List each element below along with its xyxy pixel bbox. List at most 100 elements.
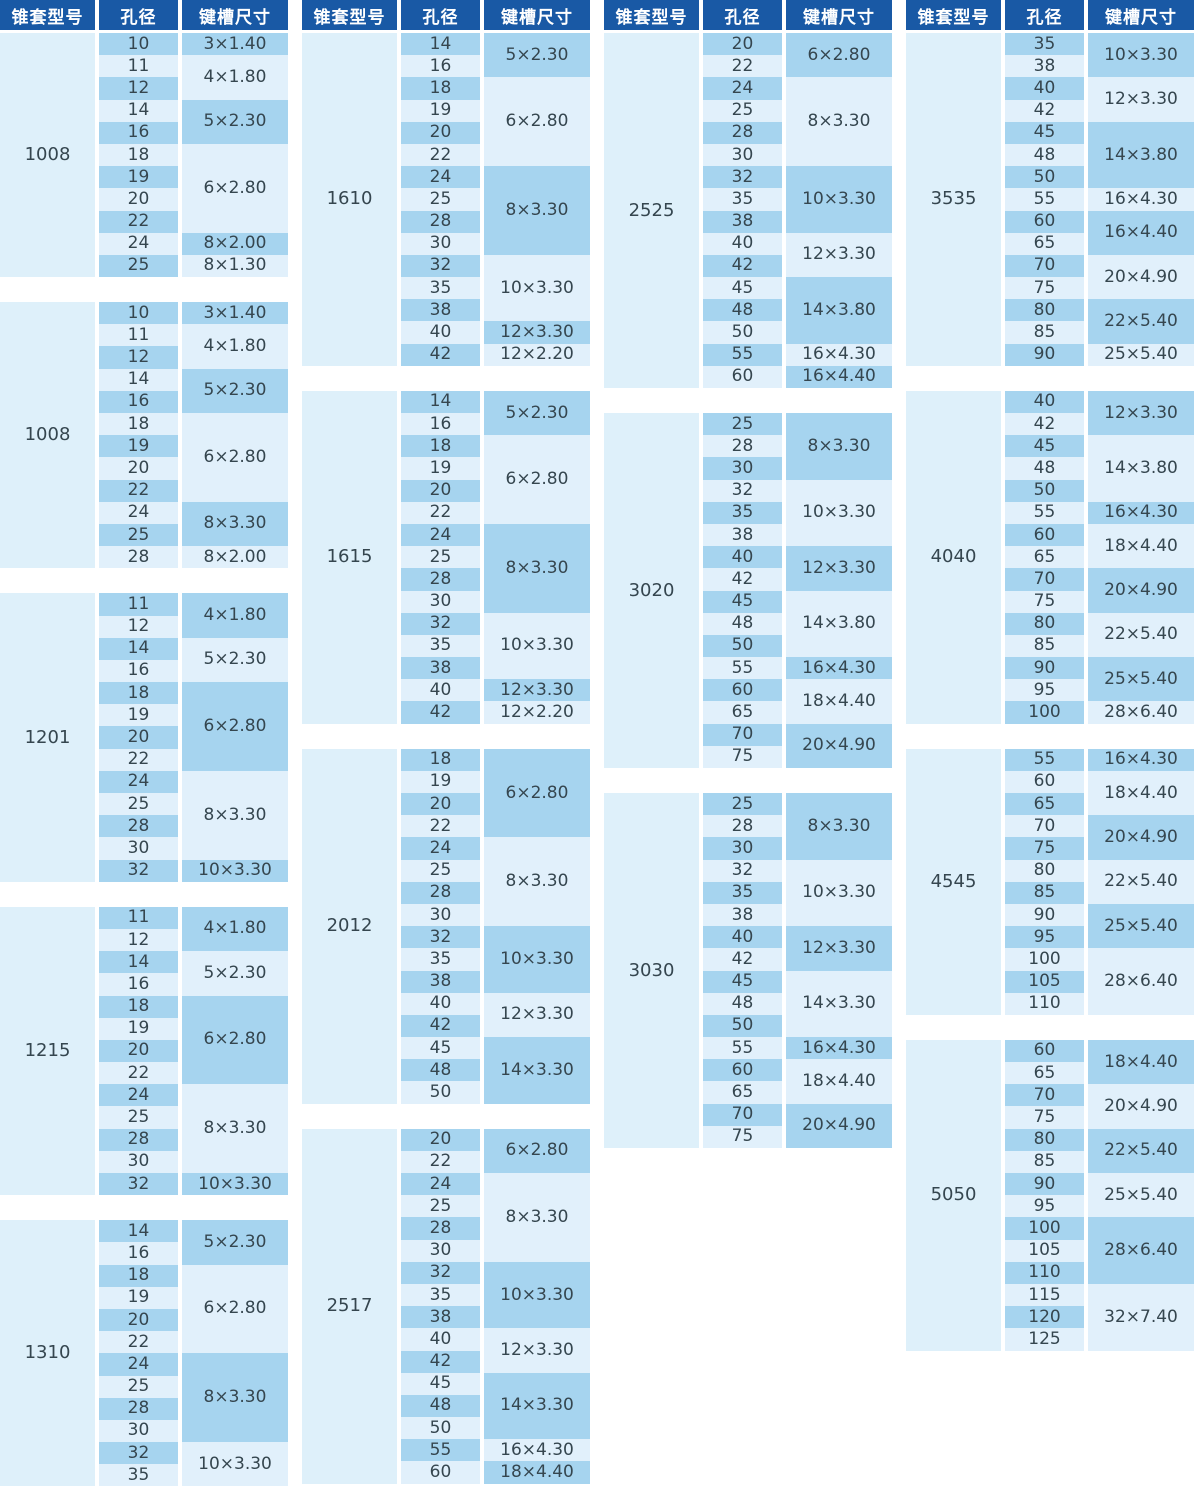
bore-cell: 22 [99, 1331, 178, 1354]
bore-cell: 65 [703, 1081, 782, 1104]
column-header: 锥套型号 孔径 键槽尺寸 [0, 0, 288, 30]
bore-cell: 105 [1005, 1239, 1084, 1262]
model-cell: 5050 [906, 1039, 1001, 1351]
bore-cell: 40 [401, 321, 480, 344]
bore-cell: 14 [401, 390, 480, 413]
bore-cell: 90 [1005, 1173, 1084, 1196]
bore-cell: 14 [99, 637, 178, 660]
bushing-table-3030-col3-3: 3030 8×3.30 25 28 30 10×3.30 32 35 38 12×3.30 40 42… [604, 793, 892, 1148]
bore-cell: 110 [1005, 992, 1084, 1015]
bore-cell: 24 [401, 166, 480, 189]
bore-cell: 38 [703, 523, 782, 547]
keyway-cell: 18×4.40 [484, 1461, 590, 1484]
keyway-cell: 22×5.40 [1088, 1128, 1194, 1173]
bore-cell: 11 [99, 906, 178, 929]
bore-cell: 35 [703, 188, 782, 211]
bore-cell: 24 [401, 1173, 480, 1196]
keyway-cell: 18×4.40 [1088, 770, 1194, 816]
keyway-cell: 14×3.80 [786, 590, 892, 658]
keyway-cell: 5×2.30 [182, 368, 288, 413]
bore-cell: 40 [703, 926, 782, 949]
bore-cell: 48 [703, 992, 782, 1015]
bore-cell: 25 [401, 1195, 480, 1218]
bore-cell: 28 [99, 815, 178, 838]
bore-cell: 48 [703, 612, 782, 635]
keyway-cell: 14×3.30 [484, 1372, 590, 1440]
bore-cell: 30 [703, 837, 782, 860]
bore-cell: 115 [1005, 1283, 1084, 1307]
keyway-cell: 3×1.40 [182, 33, 288, 56]
keyway-cell: 6×2.80 [484, 748, 590, 838]
keyway-cell: 18×4.40 [1088, 1039, 1194, 1085]
bore-cell: 38 [401, 1306, 480, 1329]
bore-cell: 19 [401, 770, 480, 793]
bore-cell: 28 [401, 881, 480, 904]
bore-cell: 40 [401, 1328, 480, 1351]
bore-cell: 55 [1005, 748, 1084, 771]
bore-cell: 60 [1005, 1039, 1084, 1063]
keyway-cell: 8×3.30 [182, 501, 288, 547]
bore-cell: 35 [703, 881, 782, 904]
bore-cell: 16 [99, 659, 178, 683]
keyway-cell: 8×2.00 [182, 546, 288, 569]
bore-cell: 85 [1005, 634, 1084, 658]
keyway-cell: 12×3.30 [1088, 390, 1194, 436]
bore-cell: 55 [703, 343, 782, 366]
bore-cell: 28 [703, 815, 782, 838]
bore-cell: 22 [703, 55, 782, 78]
keyway-cell: 8×3.30 [182, 770, 288, 860]
keyway-cell: 8×3.30 [484, 166, 590, 255]
bore-cell: 70 [1005, 815, 1084, 838]
bore-cell: 38 [703, 210, 782, 233]
bore-cell: 19 [99, 435, 178, 458]
keyway-cell: 4×1.80 [182, 324, 288, 369]
bushing-table-1201-col1-3: 1201 4×1.80 11 12 5×2.30 14 16 6×2.80 18 19 20 22 8×… [0, 593, 288, 882]
keyway-cell: 20×4.90 [1088, 815, 1194, 860]
bore-cell: 32 [703, 479, 782, 502]
bore-cell: 24 [99, 501, 178, 524]
keyway-cell: 8×3.30 [484, 523, 590, 613]
bore-cell: 32 [99, 1442, 178, 1465]
keyway-cell: 6×2.80 [182, 1264, 288, 1354]
bore-cell: 25 [99, 523, 178, 547]
bore-cell: 32 [401, 254, 480, 278]
bore-cell: 45 [1005, 121, 1084, 144]
bore-cell: 24 [99, 232, 178, 255]
keyway-cell: 16×4.30 [1088, 748, 1194, 771]
bore-cell: 70 [703, 1103, 782, 1126]
bore-cell: 10 [99, 33, 178, 56]
keyway-cell: 16×4.30 [1088, 501, 1194, 524]
bore-cell: 110 [1005, 1261, 1084, 1284]
bore-cell: 19 [99, 1286, 178, 1309]
bore-cell: 12 [99, 615, 178, 638]
model-cell: 4040 [906, 390, 1001, 724]
keyway-cell: 20×4.90 [1088, 1084, 1194, 1129]
bore-cell: 55 [1005, 188, 1084, 211]
bore-cell: 40 [1005, 390, 1084, 413]
bushing-table-2012-col2-3: 2012 6×2.80 18 19 20 22 8×3.30 24 25 28 30 10×3.30 3… [302, 748, 590, 1104]
keyway-cell: 6×2.80 [182, 995, 288, 1085]
bore-cell: 10 [99, 302, 178, 325]
bore-cell: 19 [99, 704, 178, 727]
bore-cell: 18 [99, 413, 178, 436]
keyway-cell: 10×3.30 [182, 1442, 288, 1487]
header-bore-cell: 孔径 [99, 0, 178, 30]
header-bore-cell: 孔径 [1005, 0, 1084, 30]
model-cell: 1008 [0, 302, 95, 569]
bore-cell: 16 [99, 390, 178, 413]
keyway-cell: 12×3.30 [786, 926, 892, 971]
bore-cell: 18 [99, 995, 178, 1018]
bore-cell: 16 [401, 55, 480, 78]
bore-cell: 32 [99, 859, 178, 882]
keyway-cell: 8×3.30 [484, 1173, 590, 1262]
keyway-cell: 5×2.30 [182, 637, 288, 683]
bore-cell: 12 [99, 346, 178, 369]
keyway-cell: 12×3.30 [786, 546, 892, 591]
bore-cell: 48 [703, 299, 782, 322]
bore-cell: 22 [401, 501, 480, 524]
bore-cell: 16 [99, 121, 178, 144]
bore-cell: 38 [703, 903, 782, 927]
keyway-cell: 8×1.30 [182, 254, 288, 278]
bore-cell: 28 [401, 568, 480, 591]
bore-cell: 75 [1005, 277, 1084, 300]
